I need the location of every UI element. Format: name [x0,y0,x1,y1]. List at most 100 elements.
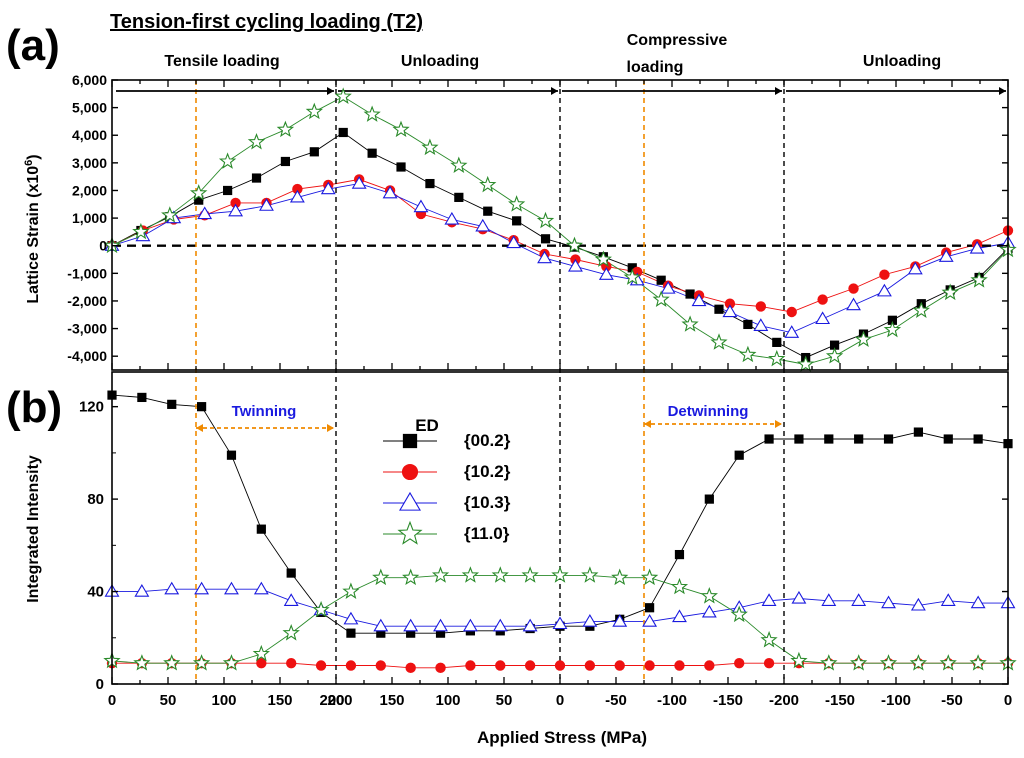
intensity-point-002-22 [764,434,774,444]
intensity-point-002-25 [854,434,864,444]
strain-point-002-20 [685,289,695,299]
strain-point-110-22 [739,345,757,363]
strain-point-102-24 [848,283,859,294]
strain-point-110-4 [218,152,237,169]
strain-point-002-14 [512,216,522,226]
intensity-point-110-22 [760,630,778,648]
detwinning-arrow-head-right [775,420,782,428]
strain-y-tick-label-2: -2,000 [67,293,107,309]
intensity-point-102-22 [763,658,775,669]
intensity-point-102-18 [644,660,655,671]
strain-point-110-17 [594,250,612,267]
strain-point-110-6 [276,120,295,138]
strain-y-tick-label-1: -3,000 [67,321,107,337]
intensity-point-103-14 [522,618,538,632]
intensity-point-002-19 [674,549,685,560]
intensity-point-103-24 [821,593,837,606]
twinning-arrow-head-left [196,424,203,432]
strain-y-tick-label-7: 3,000 [72,155,107,171]
phase-label-compressive-2: loading [627,59,684,76]
x-tick-label-0: 0 [108,692,116,709]
strain-point-102-20 [724,298,736,309]
intensity-point-110-29 [969,654,987,671]
intensity-point-002-5 [256,524,266,534]
strain-point-110-2 [161,206,179,223]
strain-point-103-23 [815,311,831,325]
intensity-point-103-23 [791,590,807,604]
x-tick-label-17: 0 [1004,692,1012,709]
strain-point-110-10 [392,120,410,138]
strain-point-103-19 [691,293,707,307]
intensity-point-103-16 [582,614,598,627]
intensity-point-002-6 [286,568,296,578]
legend-label-002: {00.2} [464,431,511,450]
intensity-point-102-15 [554,660,566,671]
y-axis-label-a-exponent: 6 [23,160,35,166]
strain-point-103-3 [197,206,213,220]
intensity-point-002-23 [794,434,804,444]
intensity-point-110-11 [431,566,450,583]
strain-point-110-20 [681,315,699,332]
strain-point-002-5 [251,173,262,183]
detwinning-arrow-head-left [644,420,651,428]
intensity-point-103-12 [462,618,478,632]
y-axis-label-a: Lattice Strain (x106) [23,154,42,303]
intensity-point-110-13 [491,566,509,583]
intensity-point-002-27 [913,427,923,437]
strain-point-110-13 [479,175,497,193]
legend-marker-103 [398,491,422,511]
strain-point-002-19 [656,275,666,285]
intensity-point-103-15 [552,616,568,630]
strain-point-103-9 [382,185,398,199]
intensity-y-tick-label-0: 0 [96,676,104,693]
intensity-point-110-4 [222,654,241,671]
strain-point-103-12 [475,218,491,232]
strain-point-002-3 [194,195,204,205]
intensity-point-103-6 [283,593,299,606]
intensity-point-102-6 [286,658,297,669]
intensity-point-002-4 [226,450,237,460]
strain-point-103-6 [289,189,305,203]
strain-point-103-21 [753,318,769,331]
intensity-point-110-23 [790,651,808,669]
x-tick-label-9: 0 [556,692,564,709]
intensity-point-002-11 [435,628,446,638]
intensity-point-102-13 [495,660,506,671]
y-axis-label-b: Integrated Intensity [25,455,42,603]
strain-line-103 [111,183,1009,334]
strain-point-103-7 [320,181,336,195]
strain-point-103-27 [938,249,954,262]
strain-point-110-11 [421,138,439,156]
strain-point-002-27 [887,315,897,325]
intensity-point-110-24 [820,654,838,671]
strain-point-103-8 [351,176,367,189]
intensity-point-110-3 [192,654,211,671]
intensity-point-103-2 [164,581,180,595]
phase-label-unloading-1: Unloading [401,53,479,70]
intensity-point-103-9 [373,618,389,632]
legend-label-102: {10.2} [464,462,511,481]
strain-point-110-9 [363,105,381,122]
markers-layer [103,87,1017,674]
strain-point-102-22 [786,306,797,318]
panel-a-label: (a) [6,21,60,70]
phase-label-compressive-1: Compressive [627,32,728,49]
intensity-point-103-3 [194,581,210,595]
strain-point-110-23 [768,349,786,367]
strain-point-102-23 [817,294,828,305]
intensity-y-tick-label-3: 120 [79,399,104,416]
strain-point-103-22 [784,325,800,338]
intensity-point-110-12 [461,566,480,583]
strain-point-002-8 [338,127,348,138]
strain-point-110-21 [710,333,728,350]
x-tick-label-8: 50 [496,692,513,709]
intensity-point-103-29 [970,595,986,609]
intensity-y-tick-label-1: 40 [87,584,104,601]
strain-point-110-7 [305,102,323,120]
intensity-point-002-1 [137,392,147,403]
x-tick-label-14: -150 [825,692,855,709]
guides-layer [112,80,1008,684]
legend-marker-002 [402,433,418,449]
intensity-point-102-5 [256,658,267,669]
